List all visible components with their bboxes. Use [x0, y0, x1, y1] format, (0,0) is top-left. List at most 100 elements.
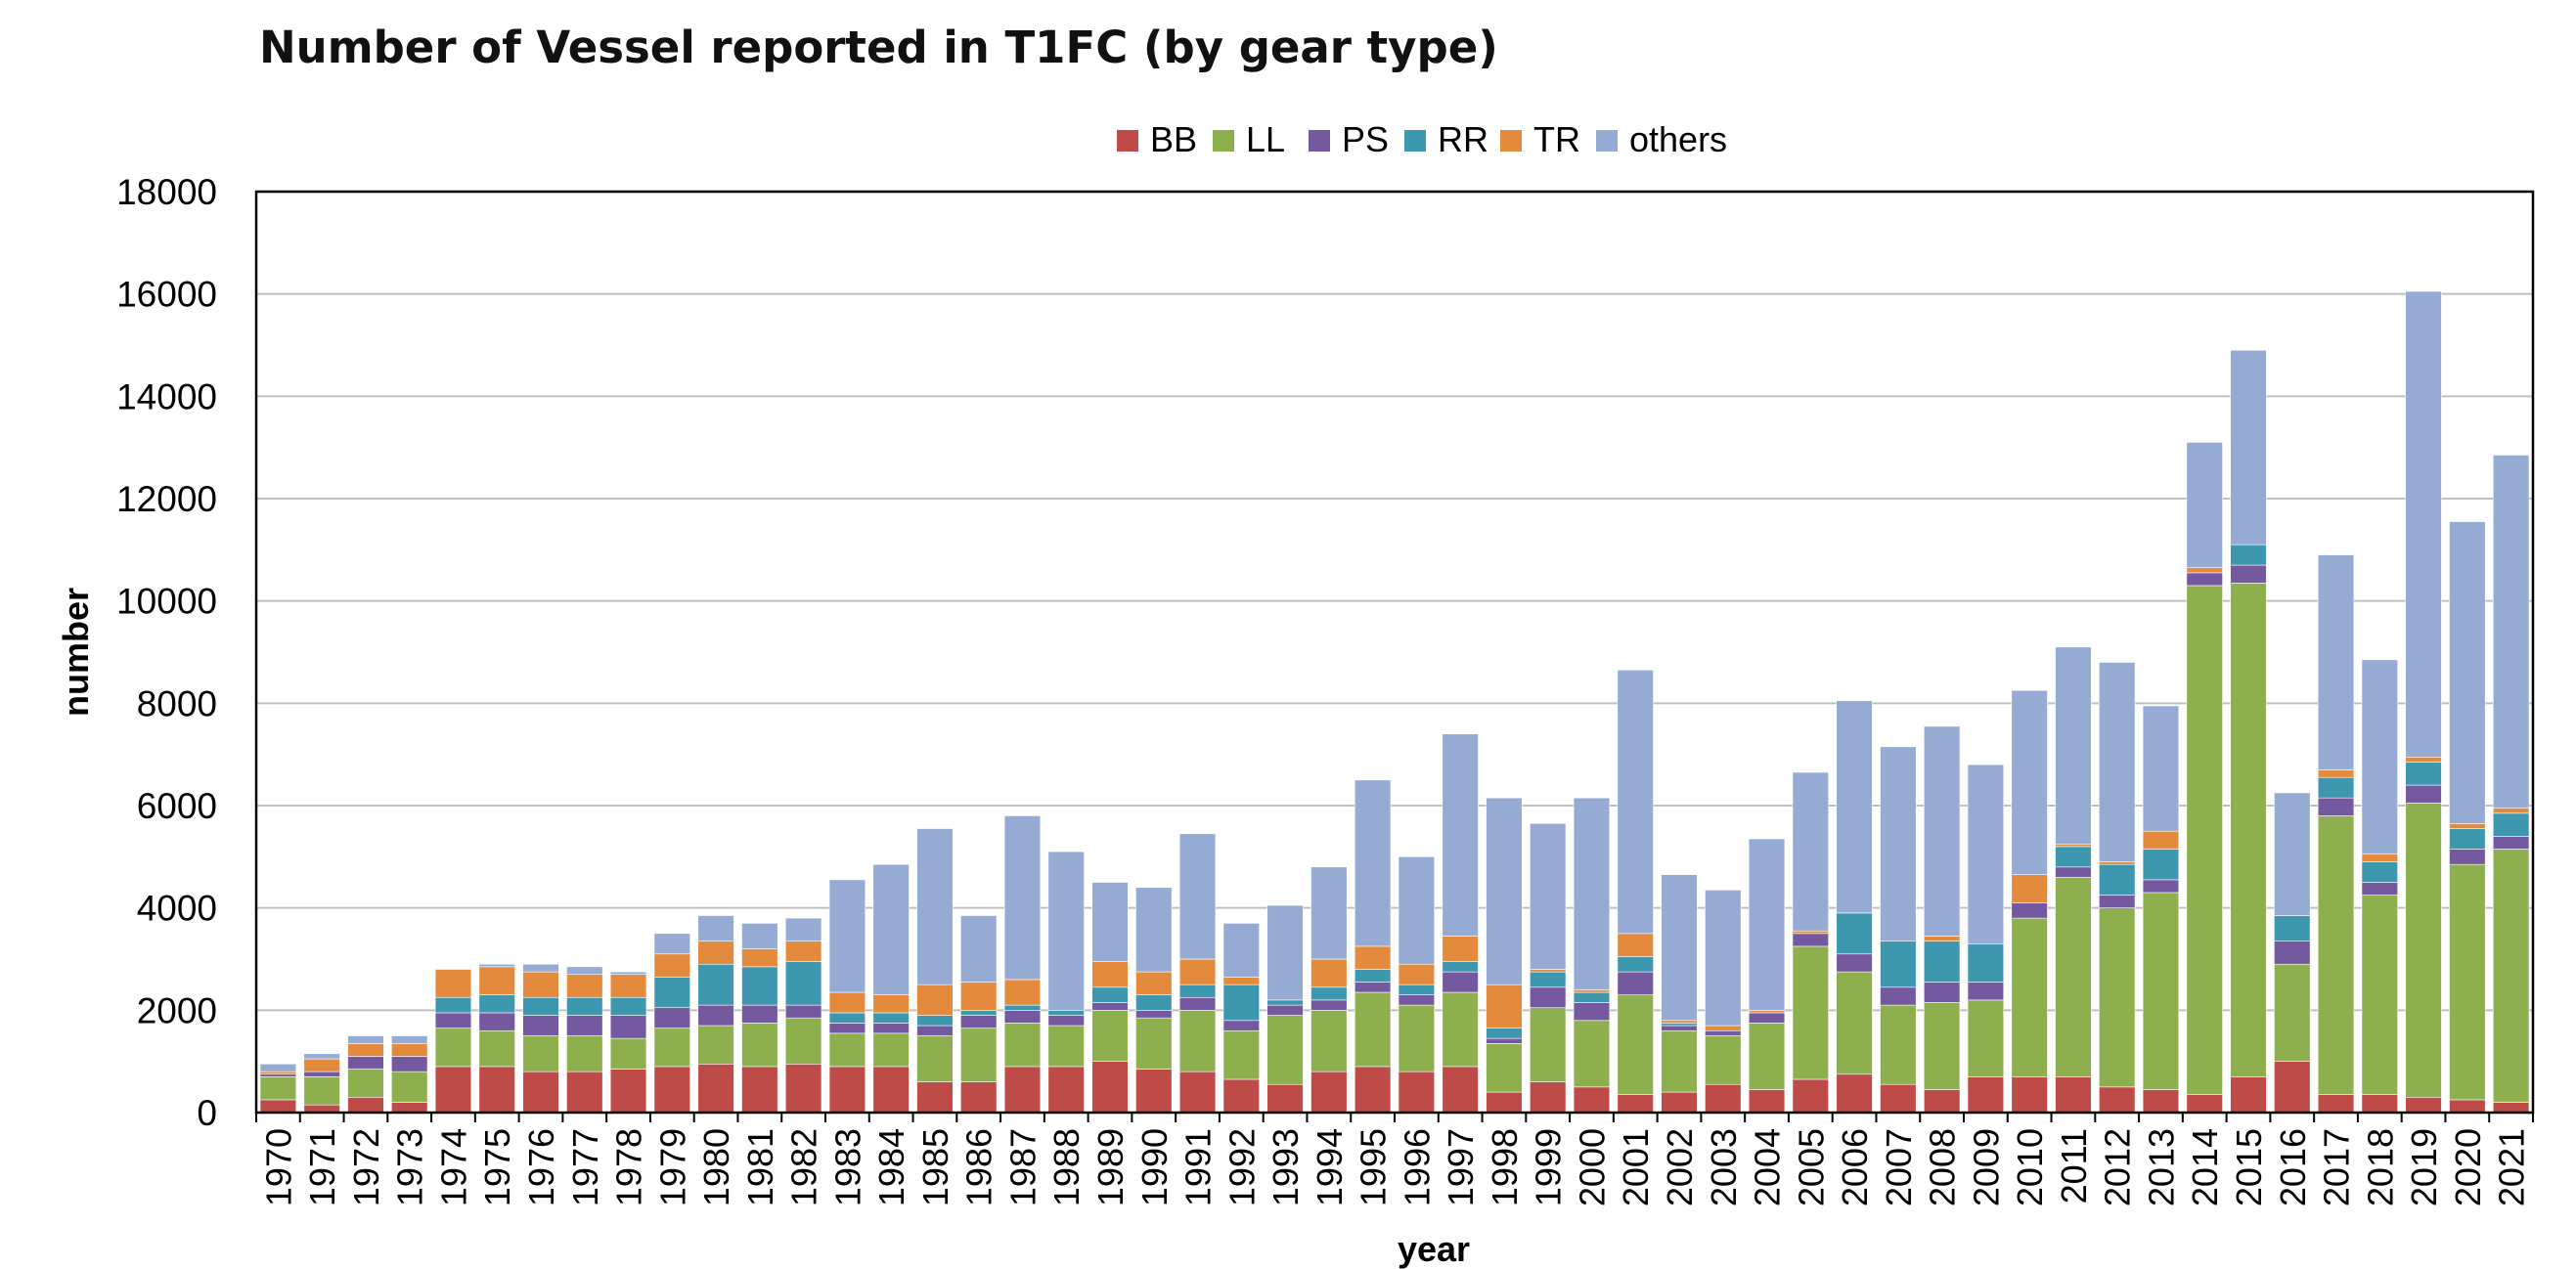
bar-BB-2005 — [1792, 1078, 1829, 1114]
bar-RR-1977 — [566, 996, 603, 1016]
x-tick-label: 2002 — [1660, 1128, 1700, 1206]
bar-PS-2007 — [1880, 986, 1917, 1006]
bar-LL-2020 — [2449, 863, 2486, 1101]
bar-BB-2021 — [2492, 1102, 2530, 1114]
bar-BB-1984 — [872, 1066, 910, 1114]
x-tick-label: 1999 — [1529, 1128, 1569, 1206]
bar-BB-1974 — [434, 1066, 472, 1114]
bar-PS-1980 — [697, 1004, 734, 1027]
bar-RR-1983 — [828, 1012, 866, 1024]
bar-PS-1975 — [478, 1012, 515, 1031]
y-tick-label: 4000 — [137, 889, 217, 929]
bar-BB-2013 — [2142, 1089, 2180, 1114]
bar-PS-1982 — [784, 1004, 822, 1019]
bar-TR-1985 — [916, 984, 954, 1016]
bar-others-2006 — [1836, 700, 1873, 914]
bar-TR-1973 — [391, 1043, 428, 1057]
bar-BB-1982 — [784, 1063, 822, 1114]
bar-TR-2002 — [1661, 1020, 1698, 1024]
bar-others-1983 — [828, 879, 866, 993]
bar-PS-2012 — [2099, 895, 2136, 908]
y-tick-label: 10000 — [116, 582, 217, 622]
bar-LL-2013 — [2142, 892, 2180, 1090]
bar-RR-1991 — [1178, 984, 1217, 998]
bar-PS-2005 — [1792, 933, 1829, 947]
bar-TR-1976 — [522, 971, 559, 998]
x-tick-label: 1972 — [346, 1128, 386, 1206]
bar-BB-2019 — [2405, 1097, 2442, 1114]
x-tick-label: 2005 — [1791, 1128, 1831, 1206]
x-tick-label: 1994 — [1310, 1128, 1350, 1206]
bar-TR-1979 — [653, 953, 690, 978]
chart-title: Number of Vessel reported in T1FC (by ge… — [259, 22, 1498, 73]
bar-RR-2012 — [2099, 863, 2136, 896]
x-tick-label: 2021 — [2492, 1128, 2532, 1206]
x-tick-label: 1971 — [302, 1128, 342, 1206]
bar-RR-1975 — [478, 994, 515, 1014]
x-tick-label: 1987 — [1002, 1128, 1043, 1206]
bar-BB-1986 — [960, 1081, 998, 1114]
bar-BB-1997 — [1442, 1066, 1479, 1114]
bar-LL-1993 — [1266, 1015, 1304, 1085]
bar-TR-1970 — [259, 1071, 297, 1075]
x-tick-label: 1980 — [696, 1128, 736, 1206]
bar-BB-1970 — [259, 1099, 297, 1114]
x-tick-label: 1970 — [258, 1128, 298, 1206]
bar-PS-2021 — [2492, 836, 2530, 850]
bar-PS-1979 — [653, 1007, 690, 1028]
bar-BB-1988 — [1047, 1066, 1085, 1114]
bar-BB-2000 — [1573, 1086, 1611, 1114]
bar-TR-2000 — [1573, 989, 1611, 993]
x-tick-label: 2015 — [2229, 1128, 2269, 1206]
bar-BB-1992 — [1222, 1078, 1260, 1114]
bar-TR-1998 — [1486, 984, 1523, 1028]
x-tick-label: 1977 — [565, 1128, 605, 1206]
bar-BB-2008 — [1923, 1089, 1961, 1114]
bar-RR-2007 — [1880, 941, 1917, 988]
bar-BB-2018 — [2361, 1094, 2398, 1114]
bar-PS-2011 — [2055, 866, 2092, 878]
bar-PS-2009 — [1967, 982, 2005, 1001]
bar-PS-1972 — [347, 1056, 384, 1070]
bar-BB-1975 — [478, 1066, 515, 1114]
bar-RR-2008 — [1923, 941, 1961, 983]
bar-RR-1997 — [1442, 961, 1479, 973]
bar-LL-2001 — [1617, 994, 1654, 1095]
x-tick-label: 2018 — [2360, 1128, 2400, 1206]
bar-LL-1984 — [872, 1032, 910, 1068]
bar-others-1990 — [1135, 887, 1173, 973]
bar-LL-1988 — [1047, 1025, 1085, 1068]
bar-PS-1996 — [1398, 994, 1436, 1006]
bar-others-2016 — [2274, 792, 2311, 916]
x-tick-label: 1984 — [871, 1128, 911, 1206]
bar-LL-2007 — [1880, 1004, 1917, 1085]
bar-TR-2018 — [2361, 853, 2398, 862]
x-tick-label: 2000 — [1572, 1128, 1612, 1206]
legend-label-others: others — [1629, 119, 1727, 159]
bar-TR-2008 — [1923, 936, 1961, 941]
bar-BB-1989 — [1091, 1061, 1129, 1114]
bar-TR-2021 — [2492, 808, 2530, 814]
bar-RR-1990 — [1135, 994, 1173, 1011]
bar-others-1998 — [1486, 797, 1523, 985]
bar-LL-1970 — [259, 1076, 297, 1101]
x-tick-label: 2019 — [2404, 1128, 2444, 1206]
bar-PS-1984 — [872, 1023, 910, 1034]
x-tick-label: 2006 — [1835, 1128, 1875, 1206]
bar-BB-2009 — [1967, 1076, 2005, 1114]
bar-RR-1989 — [1091, 986, 1129, 1003]
bar-PS-2000 — [1573, 1002, 1611, 1022]
bar-others-1986 — [960, 915, 998, 983]
bar-others-2008 — [1923, 725, 1961, 937]
bar-RR-1993 — [1266, 999, 1304, 1006]
bar-others-1972 — [347, 1035, 384, 1044]
bar-others-1978 — [609, 971, 647, 975]
bar-BB-2011 — [2055, 1076, 2092, 1114]
x-tick-label: 1983 — [827, 1128, 867, 1206]
bar-BB-1980 — [697, 1063, 734, 1114]
bar-TR-2014 — [2186, 567, 2223, 574]
bar-LL-1983 — [828, 1032, 866, 1068]
bar-RR-1987 — [1003, 1004, 1042, 1011]
bar-RR-1999 — [1530, 971, 1567, 988]
bar-others-2010 — [2011, 689, 2048, 875]
